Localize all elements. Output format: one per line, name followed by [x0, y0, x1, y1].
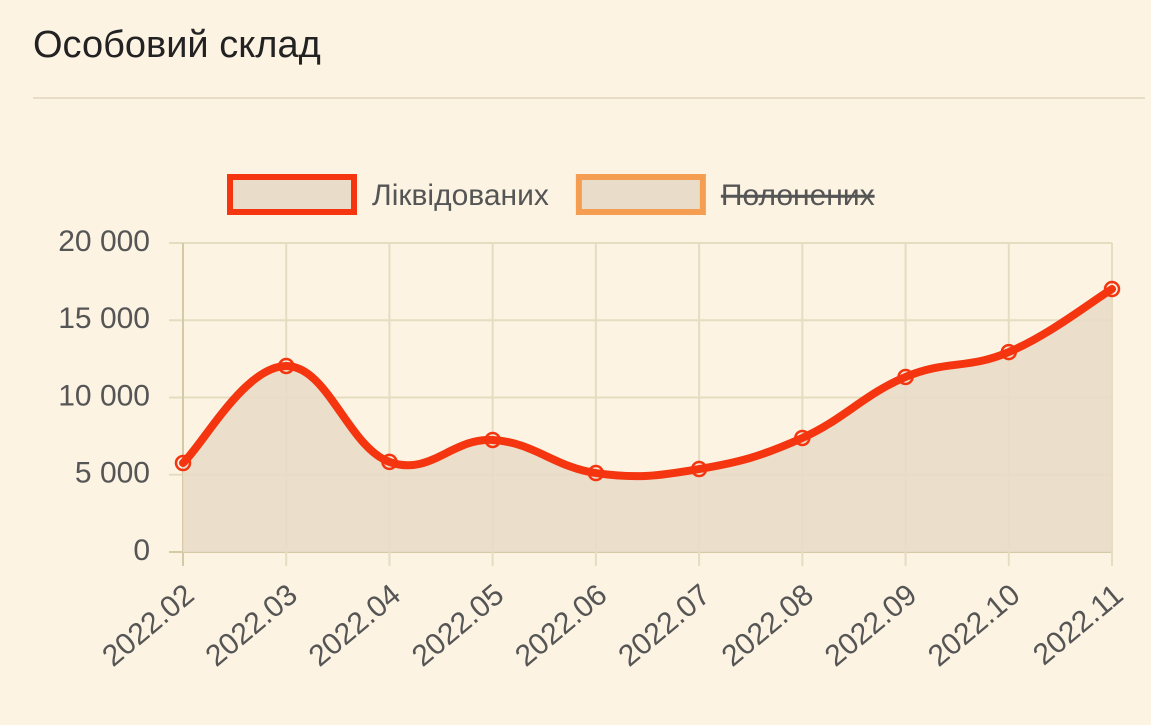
point [1103, 280, 1121, 298]
x-tick-label: 2022.02 [96, 578, 200, 673]
point [587, 464, 605, 482]
line [179, 285, 1116, 481]
point [897, 368, 914, 386]
point [484, 431, 501, 449]
x-tick-label: 2022.06 [509, 578, 613, 673]
x-tick-label: 2022.10 [922, 578, 1026, 673]
x-tick-label: 2022.07 [612, 578, 716, 673]
legend-swatch[interactable] [227, 174, 357, 215]
legend-swatch[interactable] [575, 174, 706, 215]
page-title: Особовий склад [33, 24, 321, 66]
x-tick-label: 2022.09 [819, 578, 923, 673]
y-tick-label: 5 000 [75, 457, 150, 490]
point [174, 454, 192, 472]
x-tick-label: 2022.04 [303, 578, 407, 673]
point [1000, 343, 1018, 361]
x-tick-label: 2022.03 [200, 578, 304, 673]
area [183, 289, 1112, 552]
legend-label[interactable]: Ліквідованих [372, 179, 549, 212]
x-tick-label: 2022.08 [716, 578, 820, 673]
x-tick-label: 2022.11 [1027, 578, 1130, 672]
y-tick-label: 20 000 [58, 225, 150, 258]
point [277, 357, 295, 375]
point [381, 453, 398, 471]
point [690, 460, 708, 478]
y-tick-label: 0 [133, 534, 150, 567]
y-tick-label: 15 000 [58, 302, 150, 335]
x-tick-label: 2022.05 [406, 578, 510, 673]
legend-label[interactable]: Полонених [721, 179, 875, 212]
point [794, 429, 811, 447]
y-tick-label: 10 000 [58, 379, 150, 412]
